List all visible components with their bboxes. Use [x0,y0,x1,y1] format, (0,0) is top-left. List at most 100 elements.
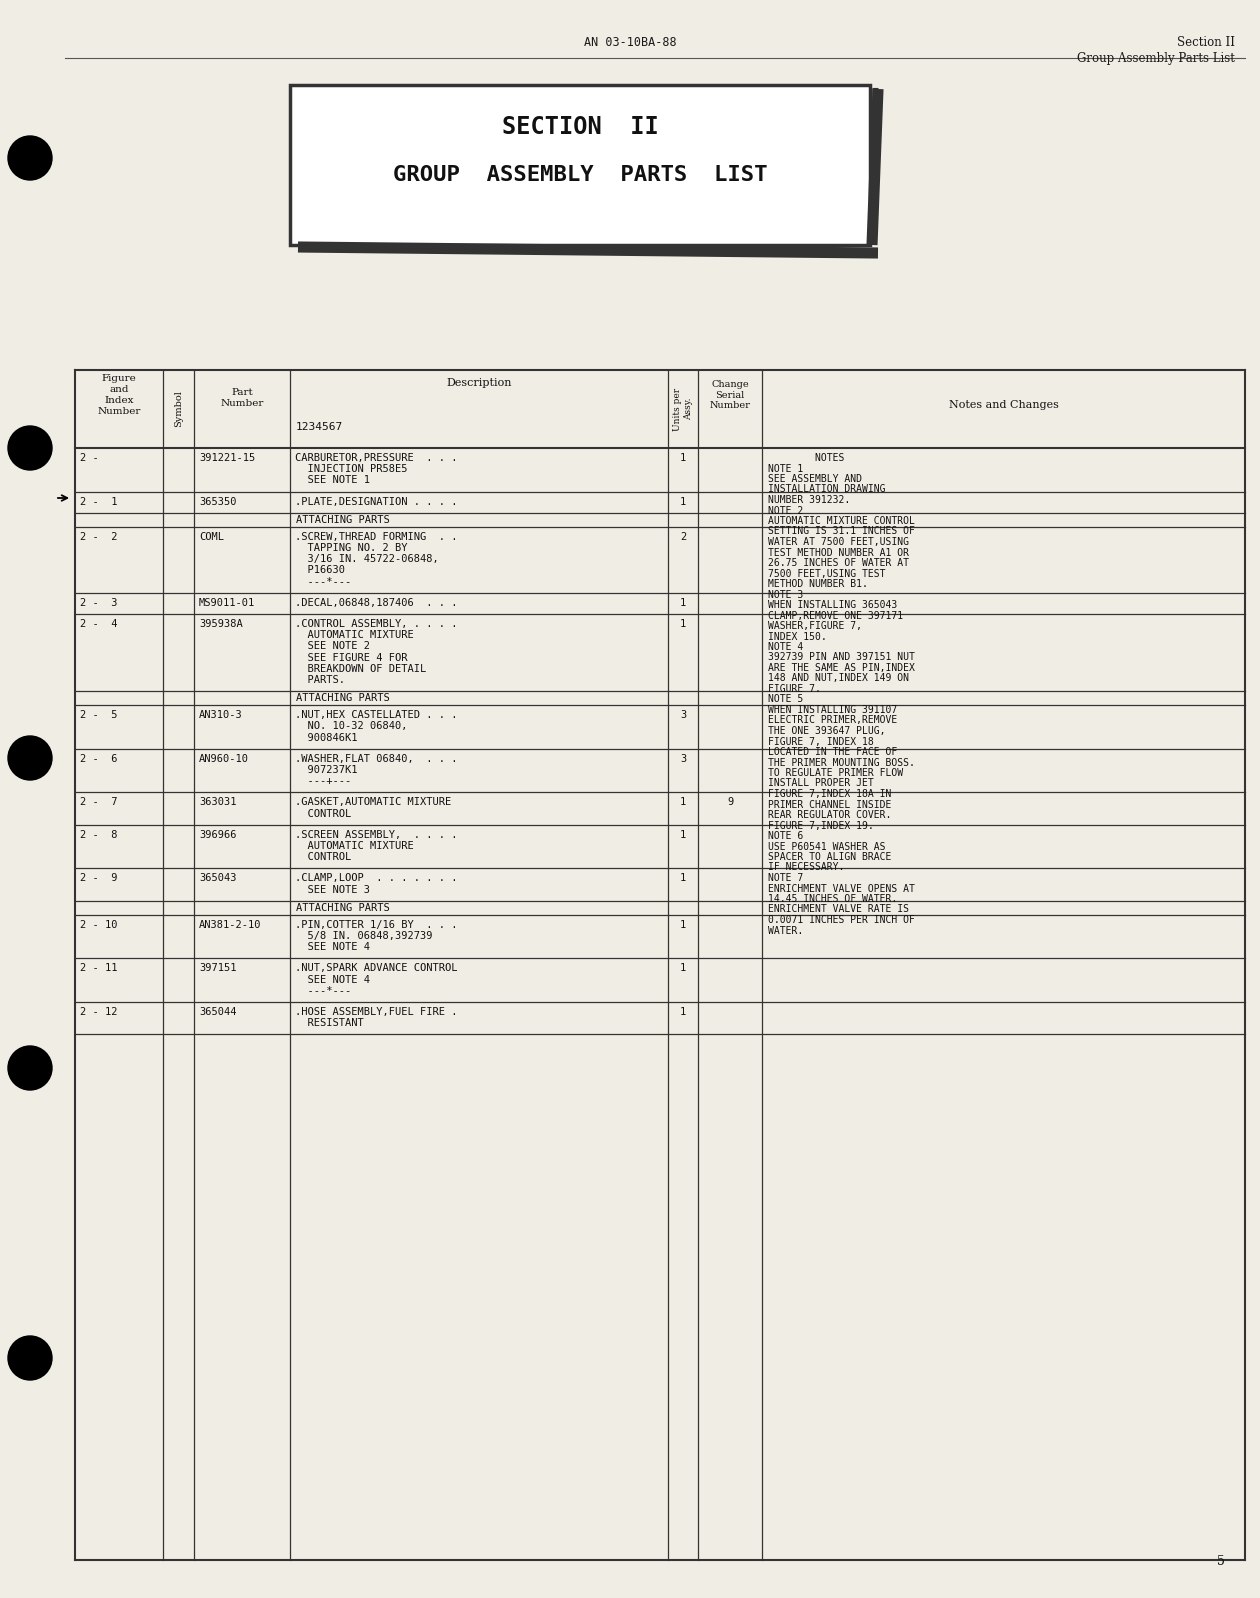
Text: 1: 1 [680,452,687,463]
Text: WASHER,FIGURE 7,: WASHER,FIGURE 7, [769,622,862,631]
Text: P16630: P16630 [295,566,345,575]
Text: 5/8 IN. 06848,392739: 5/8 IN. 06848,392739 [295,932,432,941]
Text: 900846K1: 900846K1 [295,732,358,743]
Text: THE ONE 393647 PLUG,: THE ONE 393647 PLUG, [769,725,886,737]
Text: 1234567: 1234567 [296,422,343,431]
Text: .SCREW,THREAD FORMING  . .: .SCREW,THREAD FORMING . . [295,532,457,542]
Text: TO REGULATE PRIMER FLOW: TO REGULATE PRIMER FLOW [769,769,903,778]
Text: 2 -  2: 2 - 2 [79,532,117,542]
Text: NOTE 4: NOTE 4 [769,642,804,652]
Text: CARBURETOR,PRESSURE  . . .: CARBURETOR,PRESSURE . . . [295,452,457,463]
Text: ENRICHMENT VALVE RATE IS: ENRICHMENT VALVE RATE IS [769,904,908,914]
Text: 1: 1 [680,874,687,884]
Text: 0.0071 INCHES PER INCH OF: 0.0071 INCHES PER INCH OF [769,916,915,925]
Text: .DECAL,06848,187406  . . .: .DECAL,06848,187406 . . . [295,598,457,607]
Text: ATTACHING PARTS: ATTACHING PARTS [296,903,389,912]
Text: .SCREEN ASSEMBLY,  . . . .: .SCREEN ASSEMBLY, . . . . [295,829,457,841]
Text: INDEX 150.: INDEX 150. [769,631,827,641]
Text: 2 -: 2 - [79,452,98,463]
Text: .NUT,SPARK ADVANCE CONTROL: .NUT,SPARK ADVANCE CONTROL [295,964,457,973]
Text: THE PRIMER MOUNTING BOSS.: THE PRIMER MOUNTING BOSS. [769,757,915,767]
Text: SEE NOTE 4: SEE NOTE 4 [295,975,370,984]
Text: CLAMP,REMOVE ONE 397171: CLAMP,REMOVE ONE 397171 [769,610,903,620]
Text: NOTE 2: NOTE 2 [769,505,804,516]
Text: 2 -  8: 2 - 8 [79,829,117,841]
Text: WHEN INSTALLING 365043: WHEN INSTALLING 365043 [769,599,897,610]
Text: 3: 3 [680,754,687,764]
Text: 1: 1 [680,618,687,630]
Text: NOTE 5: NOTE 5 [769,695,804,705]
Text: 9: 9 [727,797,733,807]
Text: .HOSE ASSEMBLY,FUEL FIRE .: .HOSE ASSEMBLY,FUEL FIRE . [295,1007,457,1016]
Text: 2: 2 [680,532,687,542]
Text: ARE THE SAME AS PIN,INDEX: ARE THE SAME AS PIN,INDEX [769,663,915,673]
Text: TAPPING NO. 2 BY: TAPPING NO. 2 BY [295,543,407,553]
Text: 3: 3 [680,710,687,721]
Text: 2 -  1: 2 - 1 [79,497,117,507]
Text: LOCATED IN THE FACE OF: LOCATED IN THE FACE OF [769,746,897,757]
Text: 2 -  6: 2 - 6 [79,754,117,764]
Text: 907237K1: 907237K1 [295,765,358,775]
Text: AN310-3: AN310-3 [199,710,243,721]
Text: ---*---: ---*--- [295,986,352,996]
Text: WATER.: WATER. [769,925,804,935]
Text: 148 AND NUT,INDEX 149 ON: 148 AND NUT,INDEX 149 ON [769,673,908,684]
Circle shape [8,1336,52,1381]
Text: AUTOMATIC MIXTURE: AUTOMATIC MIXTURE [295,630,413,641]
Text: NOTE 7: NOTE 7 [769,873,804,884]
Text: 2 - 12: 2 - 12 [79,1007,117,1016]
Text: SPACER TO ALIGN BRACE: SPACER TO ALIGN BRACE [769,852,891,861]
Text: BREAKDOWN OF DETAIL: BREAKDOWN OF DETAIL [295,663,426,674]
Bar [290,85,869,244]
Text: USE P60541 WASHER AS: USE P60541 WASHER AS [769,842,886,852]
Circle shape [8,1047,52,1090]
Text: SEE NOTE 3: SEE NOTE 3 [295,885,370,895]
Text: NOTES: NOTES [769,452,844,463]
Text: AN381-2-10: AN381-2-10 [199,920,262,930]
Text: NOTE 3: NOTE 3 [769,590,804,599]
Text: WHEN INSTALLING 391107: WHEN INSTALLING 391107 [769,705,897,714]
Text: SEE NOTE 1: SEE NOTE 1 [295,475,370,486]
Text: 26.75 INCHES OF WATER AT: 26.75 INCHES OF WATER AT [769,558,908,567]
Text: .CONTROL ASSEMBLY, . . . .: .CONTROL ASSEMBLY, . . . . [295,618,457,630]
Text: AUTOMATIC MIXTURE CONTROL: AUTOMATIC MIXTURE CONTROL [769,516,915,526]
Text: 2 -  5: 2 - 5 [79,710,117,721]
Circle shape [8,427,52,470]
Text: .NUT,HEX CASTELLATED . . .: .NUT,HEX CASTELLATED . . . [295,710,457,721]
Text: 2 -  4: 2 - 4 [79,618,117,630]
Text: PRIMER CHANNEL INSIDE: PRIMER CHANNEL INSIDE [769,799,891,810]
Text: SECTION  II: SECTION II [501,115,659,139]
Text: 397151: 397151 [199,964,237,973]
Text: SEE ASSEMBLY AND: SEE ASSEMBLY AND [769,475,862,484]
Text: 1: 1 [680,920,687,930]
Text: 7500 FEET,USING TEST: 7500 FEET,USING TEST [769,569,886,578]
Text: Change
Serial
Number: Change Serial Number [709,380,751,411]
Text: IF NECESSARY.: IF NECESSARY. [769,863,844,873]
Text: Units per
Assy.: Units per Assy. [673,387,693,430]
Text: ATTACHING PARTS: ATTACHING PARTS [296,694,389,703]
Text: 5: 5 [1217,1555,1225,1568]
Text: SEE FIGURE 4 FOR: SEE FIGURE 4 FOR [295,652,407,663]
Text: CONTROL: CONTROL [295,809,352,818]
Text: 2 - 10: 2 - 10 [79,920,117,930]
Text: INJECTION PR58E5: INJECTION PR58E5 [295,463,407,475]
Text: NOTE 1: NOTE 1 [769,463,804,473]
Text: Group Assembly Parts List: Group Assembly Parts List [1077,53,1235,66]
Text: 2 - 11: 2 - 11 [79,964,117,973]
Text: Part
Number: Part Number [220,388,263,407]
Text: Description: Description [446,379,512,388]
Text: INSTALLATION DRAWING: INSTALLATION DRAWING [769,484,886,494]
Text: .PLATE,DESIGNATION . . . .: .PLATE,DESIGNATION . . . . [295,497,457,507]
Text: AUTOMATIC MIXTURE: AUTOMATIC MIXTURE [295,841,413,852]
Text: 396966: 396966 [199,829,237,841]
Text: Symbol: Symbol [174,390,183,427]
Text: ATTACHING PARTS: ATTACHING PARTS [296,515,389,524]
Text: SEE NOTE 2: SEE NOTE 2 [295,641,370,652]
Text: TEST METHOD NUMBER A1 OR: TEST METHOD NUMBER A1 OR [769,548,908,558]
Text: NUMBER 391232.: NUMBER 391232. [769,495,851,505]
Text: 1: 1 [680,497,687,507]
Text: 395938A: 395938A [199,618,243,630]
Text: REAR REGULATOR COVER.: REAR REGULATOR COVER. [769,810,891,820]
Text: Figure
and
Index
Number: Figure and Index Number [97,374,141,417]
Text: .GASKET,AUTOMATIC MIXTURE: .GASKET,AUTOMATIC MIXTURE [295,797,451,807]
